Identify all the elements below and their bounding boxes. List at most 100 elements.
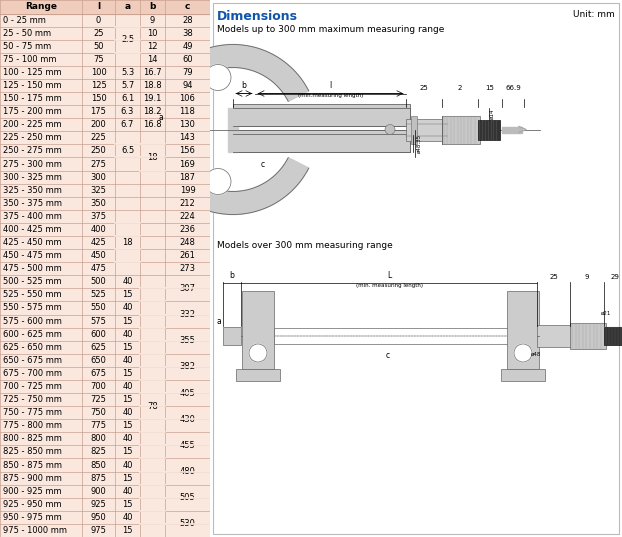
Text: 750: 750 <box>91 408 106 417</box>
Text: 130: 130 <box>180 120 195 129</box>
Circle shape <box>175 144 201 171</box>
Text: a: a <box>159 113 164 122</box>
Text: 15: 15 <box>123 500 132 509</box>
Text: 975 - 1000 mm: 975 - 1000 mm <box>3 526 67 535</box>
Text: 950: 950 <box>91 513 106 522</box>
Text: 400 - 425 mm: 400 - 425 mm <box>3 225 62 234</box>
Text: 15: 15 <box>123 395 132 404</box>
Text: 9: 9 <box>150 16 155 25</box>
Text: 10: 10 <box>147 28 158 38</box>
Text: a: a <box>124 2 131 11</box>
Text: 15: 15 <box>123 316 132 325</box>
Text: 800 - 825 mm: 800 - 825 mm <box>3 434 62 444</box>
Text: 900 - 925 mm: 900 - 925 mm <box>3 487 62 496</box>
Bar <box>501 369 545 381</box>
Text: 25: 25 <box>549 274 558 280</box>
Text: 40: 40 <box>123 330 132 339</box>
Text: 150: 150 <box>91 94 106 103</box>
Bar <box>411 115 417 143</box>
Text: 300: 300 <box>91 172 106 182</box>
Text: 200: 200 <box>91 120 106 129</box>
Text: 250: 250 <box>91 147 106 155</box>
Text: 12: 12 <box>147 42 158 50</box>
Bar <box>169 121 183 137</box>
Text: Models up to 300 mm maximum measuring range: Models up to 300 mm maximum measuring ra… <box>217 25 444 34</box>
Polygon shape <box>148 45 309 214</box>
Text: 405: 405 <box>180 389 195 397</box>
Text: 505: 505 <box>180 494 195 502</box>
Text: 79: 79 <box>182 68 193 77</box>
Text: 850 - 875 mm: 850 - 875 mm <box>3 461 62 469</box>
Bar <box>570 323 606 349</box>
Text: 500: 500 <box>91 277 106 286</box>
Text: 525 - 550 mm: 525 - 550 mm <box>3 291 62 300</box>
Bar <box>233 129 410 151</box>
Text: 750 - 775 mm: 750 - 775 mm <box>3 408 62 417</box>
Text: 650: 650 <box>91 356 106 365</box>
Text: 106: 106 <box>180 94 195 103</box>
Text: b: b <box>230 271 234 280</box>
Bar <box>233 104 410 126</box>
Text: a: a <box>216 317 221 326</box>
Text: 19.1: 19.1 <box>143 94 162 103</box>
Text: 169: 169 <box>180 159 195 169</box>
Text: 29: 29 <box>611 274 620 280</box>
Text: 375: 375 <box>90 212 106 221</box>
Text: 350: 350 <box>91 199 106 208</box>
Text: 480: 480 <box>180 467 195 476</box>
Text: 78: 78 <box>147 402 158 411</box>
Text: 40: 40 <box>123 513 132 522</box>
Circle shape <box>249 344 267 362</box>
Text: 725: 725 <box>91 395 106 404</box>
Text: 16.7: 16.7 <box>143 68 162 77</box>
Text: 825: 825 <box>91 447 106 456</box>
Text: 675 - 700 mm: 675 - 700 mm <box>3 369 62 378</box>
Text: 325 - 350 mm: 325 - 350 mm <box>3 186 62 195</box>
Text: 6.3: 6.3 <box>121 107 134 116</box>
Text: 40: 40 <box>123 487 132 496</box>
Text: 150 - 175 mm: 150 - 175 mm <box>3 94 62 103</box>
Bar <box>0 0 210 13</box>
Circle shape <box>165 117 191 142</box>
Text: 350 - 375 mm: 350 - 375 mm <box>3 199 62 208</box>
Text: l: l <box>97 2 100 11</box>
Text: 200 - 225 mm: 200 - 225 mm <box>3 120 62 129</box>
Text: 50: 50 <box>93 42 104 50</box>
Text: 450 - 475 mm: 450 - 475 mm <box>3 251 62 260</box>
Text: 575 - 600 mm: 575 - 600 mm <box>3 316 62 325</box>
Text: Models over 300 mm measuring range: Models over 300 mm measuring range <box>217 241 392 250</box>
Text: b: b <box>241 82 246 91</box>
Text: 75 - 100 mm: 75 - 100 mm <box>3 55 57 64</box>
Text: 900: 900 <box>91 487 106 496</box>
Text: Dimensions: Dimensions <box>217 10 298 23</box>
Text: 2: 2 <box>458 84 462 91</box>
Text: 500 - 525 mm: 500 - 525 mm <box>3 277 62 286</box>
Text: ø48: ø48 <box>531 352 541 357</box>
Text: 60: 60 <box>182 55 193 64</box>
Text: 250 - 275 mm: 250 - 275 mm <box>3 147 62 155</box>
Bar <box>442 115 480 143</box>
Text: 650 - 675 mm: 650 - 675 mm <box>3 356 62 365</box>
Text: L: L <box>387 271 391 280</box>
Text: 18: 18 <box>147 153 158 162</box>
Text: 25: 25 <box>93 28 104 38</box>
Bar <box>604 327 622 345</box>
Text: 6.1: 6.1 <box>121 94 134 103</box>
Text: 700 - 725 mm: 700 - 725 mm <box>3 382 62 391</box>
Text: 225: 225 <box>91 133 106 142</box>
Circle shape <box>205 169 231 194</box>
Text: 975: 975 <box>91 526 106 535</box>
Bar <box>242 291 274 369</box>
Text: 275: 275 <box>91 159 106 169</box>
Text: 18: 18 <box>122 238 133 247</box>
Text: 225 - 250 mm: 225 - 250 mm <box>3 133 62 142</box>
Text: 66.9: 66.9 <box>505 84 521 91</box>
Text: 15: 15 <box>486 84 494 91</box>
Text: 75: 75 <box>93 55 104 64</box>
Text: 455: 455 <box>180 441 195 450</box>
Text: 850: 850 <box>91 461 106 469</box>
Circle shape <box>385 125 395 134</box>
Text: 187: 187 <box>180 172 195 182</box>
Text: 600 - 625 mm: 600 - 625 mm <box>3 330 62 339</box>
Text: 875 - 900 mm: 875 - 900 mm <box>3 474 62 483</box>
